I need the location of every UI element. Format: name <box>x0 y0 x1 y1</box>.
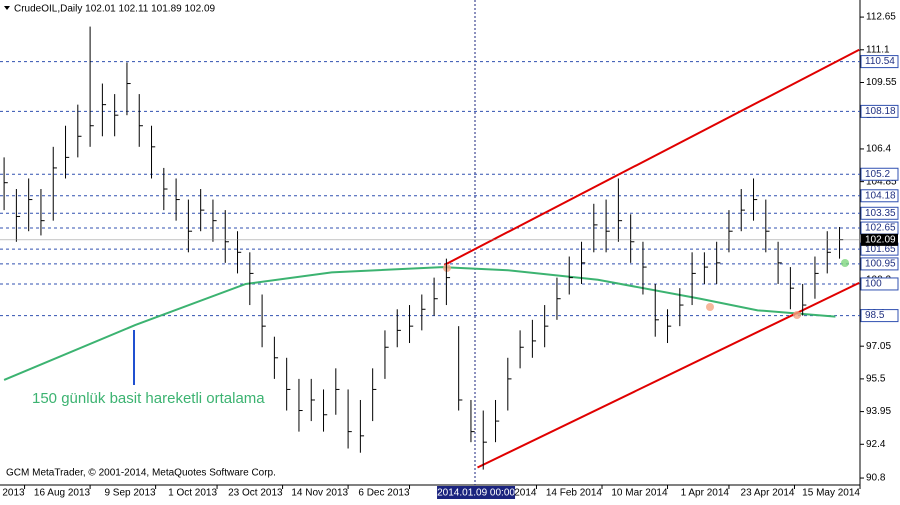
level-label-box <box>860 206 899 220</box>
y-tick-label: 104.85 <box>866 176 897 187</box>
level-label-box <box>860 189 899 203</box>
level-label: 104.18 <box>865 190 896 201</box>
level-label: 108.18 <box>865 106 896 117</box>
marker-dot <box>793 311 801 319</box>
y-tick-label: 112.65 <box>866 12 896 23</box>
menu-arrow <box>4 6 10 10</box>
level-label-box <box>860 55 899 69</box>
level-label-box <box>860 257 899 271</box>
level-label: 102.65 <box>865 223 896 234</box>
level-label: 101.65 <box>865 244 896 255</box>
x-tick-label: 15 May 2014 <box>802 488 860 499</box>
level-label: 103.35 <box>865 208 896 219</box>
x-tick-label: 16 Aug 2013 <box>34 488 91 499</box>
moving-average <box>3 266 836 381</box>
x-tick-label: 1 Oct 2013 <box>168 488 217 499</box>
level-label: 105.2 <box>865 169 890 180</box>
level-label-box <box>860 104 899 118</box>
level-label-box <box>860 309 899 323</box>
y-tick-label: 111.1 <box>866 44 890 55</box>
x-tick-label: 9 Sep 2013 <box>104 488 156 499</box>
current-price-label: 102.09 <box>865 235 896 246</box>
marker-dot <box>841 259 849 267</box>
y-tick-label: 97.05 <box>866 341 891 352</box>
x-tick-label: 23 Apr 2014 <box>741 488 795 499</box>
level-label-box <box>860 277 899 291</box>
x-tick-label: 6 Dec 2013 <box>358 488 410 499</box>
level-label: 110.54 <box>865 56 895 67</box>
level-label: 98.5 <box>865 310 885 321</box>
chart-title: CrudeOIL,Daily 102.01 102.11 101.89 102.… <box>14 4 216 15</box>
y-tick-label: 93.95 <box>866 406 891 417</box>
y-tick-label: 109.55 <box>866 77 897 88</box>
level-label-box <box>860 167 899 181</box>
crosshair-box <box>437 486 516 499</box>
footer: GCM MetaTrader, © 2001-2014, MetaQuotes … <box>6 468 276 479</box>
marker-dot <box>706 303 714 311</box>
x-tick-label: 14 Nov 2013 <box>291 488 348 499</box>
crosshair-label: 2014.01.09 00:00 <box>437 488 515 499</box>
trend-line <box>443 48 860 266</box>
y-tick-label: 92.4 <box>866 439 886 450</box>
y-tick-label: 106.4 <box>866 144 891 155</box>
x-tick-label: 25 Jul 2013 <box>0 488 25 499</box>
y-tick-label: 95.5 <box>866 374 886 385</box>
annotation: 150 günlük basit hareketli ortalama <box>32 390 265 407</box>
x-tick-label: 1 Apr 2014 <box>681 488 730 499</box>
x-tick-label: 23 Oct 2013 <box>228 488 283 499</box>
level-label: 100 <box>865 279 882 290</box>
level-label: 100.95 <box>865 259 896 270</box>
x-tick-label: 14 Feb 2014 <box>546 488 603 499</box>
current-price-box <box>861 233 898 246</box>
y-tick-label: 90.8 <box>866 473 886 484</box>
x-tick-label: 10 Mar 2014 <box>611 488 668 499</box>
marker-dot <box>443 264 451 272</box>
